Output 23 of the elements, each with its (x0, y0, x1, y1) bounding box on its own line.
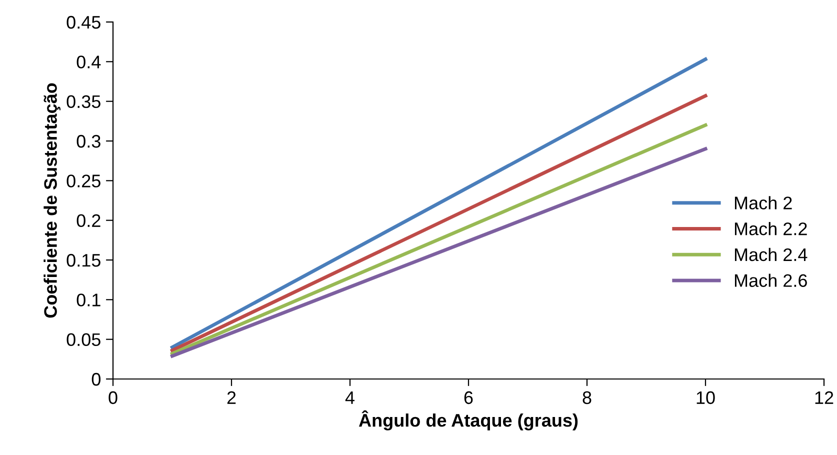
legend-label: Mach 2 (734, 196, 792, 210)
y-tick-label: 0.2 (76, 214, 100, 228)
legend-label: Mach 2.6 (734, 274, 807, 287)
x-tick-label: 0 (108, 391, 118, 404)
x-tick-label: 2 (227, 391, 236, 404)
y-tick-label: 0 (92, 372, 100, 386)
legend-label: Mach 2.2 (734, 222, 807, 236)
y-tick-label: 0.15 (66, 254, 100, 267)
y-tick-label: 0.05 (66, 333, 100, 346)
x-tick-label: 10 (696, 391, 715, 404)
y-tick-label: 0.35 (66, 95, 100, 108)
y-tick-label: 0.45 (66, 16, 100, 29)
x-tick-label: 8 (582, 391, 592, 404)
y-tick-label: 0.4 (76, 56, 101, 68)
y-tick-label: 0.3 (76, 134, 100, 148)
y-tick-label: 0.1 (76, 294, 100, 306)
legend-label: Mach 2.4 (734, 248, 808, 262)
x-tick-label: 6 (464, 391, 473, 404)
x-axis-title: Ângulo de Ataque (graus) (358, 410, 578, 430)
y-axis-title: Coeficiente de Sustentação (44, 83, 60, 318)
y-tick-label: 0.25 (66, 174, 100, 188)
x-tick-label: 4 (345, 391, 354, 404)
x-tick-label: 12 (815, 391, 834, 404)
